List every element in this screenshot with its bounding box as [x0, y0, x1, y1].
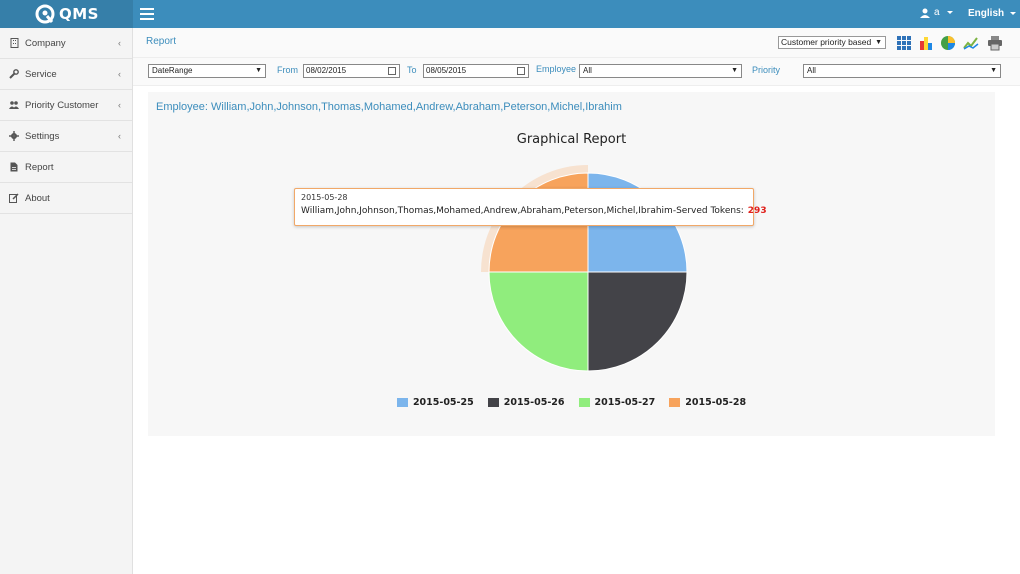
dropdown-arrow-icon: ▼ [990, 67, 997, 74]
dropdown-arrow-icon: ▼ [875, 39, 882, 46]
building-icon [9, 38, 19, 48]
to-label: To [407, 65, 417, 75]
sidebar-item-label: Service [25, 68, 57, 80]
app-logo[interactable]: QMS [0, 0, 133, 28]
legend-label: 2015-05-28 [685, 397, 747, 408]
print-icon[interactable] [987, 35, 1003, 51]
chart-tooltip: 2015-05-28 William,John,Johnson,Thomas,M… [294, 188, 767, 226]
sidebar-item-label: Report [25, 161, 54, 173]
pie-slice-2015-05-26[interactable] [587, 271, 688, 372]
user-menu[interactable]: a [920, 7, 953, 18]
sidebar-item-priority-customer[interactable]: Priority Customer ‹ [0, 90, 132, 121]
report-mode-value: Customer priority based [781, 37, 872, 47]
employee-value: All [583, 66, 592, 75]
chart-title: Graphical Report [516, 132, 627, 147]
from-date-value: 08/02/2015 [306, 66, 347, 75]
wrench-icon [9, 69, 19, 79]
legend-label: 2015-05-27 [594, 397, 656, 408]
user-icon [920, 8, 930, 18]
tooltip-date: 2015-05-28 [301, 193, 348, 202]
to-date-input[interactable]: 08/05/2015 [423, 64, 529, 78]
tooltip-value: 293 [747, 206, 767, 216]
tooltip-line: William,John,Johnson,Thomas,Mohamed,Andr… [301, 206, 767, 216]
pie-slice-2015-05-27[interactable] [488, 271, 589, 372]
edit-icon [9, 193, 19, 203]
logo-q-icon [35, 4, 55, 24]
sidebar-toggle-button[interactable] [140, 8, 154, 20]
legend-label: 2015-05-25 [412, 397, 474, 408]
bar-chart-icon[interactable] [918, 35, 934, 51]
sidebar-item-company[interactable]: Company ‹ [0, 28, 132, 59]
gear-icon [9, 131, 19, 141]
sidebar-item-label: Priority Customer [25, 99, 99, 111]
legend-swatch [487, 398, 499, 407]
filter-bar: DateRange ▼ From 08/02/2015 To 08/05/201… [133, 58, 1020, 86]
legend-swatch [578, 398, 590, 407]
calendar-icon[interactable] [517, 67, 525, 75]
file-icon [9, 162, 19, 172]
pie-chart-icon[interactable] [940, 35, 956, 51]
tooltip-label: William,John,Johnson,Thomas,Mohamed,Andr… [301, 206, 744, 216]
user-name: a [934, 7, 940, 18]
sidebar-item-label: About [25, 192, 50, 204]
chevron-left-icon: ‹ [118, 38, 121, 48]
sidebar-item-label: Settings [25, 130, 60, 142]
from-date-input[interactable]: 08/02/2015 [303, 64, 400, 78]
priority-label: Priority [752, 65, 781, 75]
legend-swatch [396, 398, 408, 407]
sidebar-item-report[interactable]: Report [0, 152, 132, 183]
language-menu[interactable]: English [968, 8, 1016, 19]
priority-select[interactable]: All ▼ [803, 64, 1001, 78]
from-label: From [277, 65, 298, 75]
chevron-left-icon: ‹ [118, 131, 121, 141]
legend-item[interactable]: 2015-05-25 [396, 397, 474, 408]
priority-value: All [807, 66, 816, 75]
range-type-value: DateRange [152, 66, 193, 75]
report-mode-select[interactable]: Customer priority based ▼ [778, 36, 886, 49]
sidebar-item-label: Company [25, 37, 66, 49]
legend-item[interactable]: 2015-05-28 [669, 397, 746, 408]
calendar-icon[interactable] [388, 67, 396, 75]
employee-select[interactable]: All ▼ [579, 64, 742, 78]
legend-item[interactable]: 2015-05-26 [487, 397, 565, 408]
employee-summary: Employee: William,John,Johnson,Thomas,Mo… [156, 101, 622, 113]
sidebar-item-about[interactable]: About [0, 183, 132, 214]
chevron-down-icon [946, 11, 953, 14]
sidebar: Company ‹ Service ‹ Priority Customer ‹ … [0, 28, 133, 574]
employee-label: Employee [536, 64, 577, 74]
legend-swatch [669, 398, 681, 407]
brand-name: QMS [59, 5, 99, 23]
chevron-left-icon: ‹ [118, 100, 121, 110]
dropdown-arrow-icon: ▼ [255, 67, 262, 74]
page-title: Report [146, 36, 177, 47]
language-label: English [968, 8, 1005, 19]
legend-label: 2015-05-26 [503, 397, 565, 408]
chevron-down-icon [1009, 11, 1016, 15]
range-type-select[interactable]: DateRange ▼ [148, 64, 266, 78]
sidebar-item-service[interactable]: Service ‹ [0, 59, 132, 90]
users-icon [9, 100, 19, 110]
chevron-left-icon: ‹ [118, 69, 121, 79]
sidebar-item-settings[interactable]: Settings ‹ [0, 121, 132, 152]
page-header: Report Customer priority based ▼ [133, 28, 1020, 58]
legend-item[interactable]: 2015-05-27 [578, 397, 656, 408]
to-date-value: 08/05/2015 [426, 66, 467, 75]
dropdown-arrow-icon: ▼ [731, 67, 738, 74]
grid-icon[interactable] [896, 35, 912, 51]
line-chart-icon[interactable] [963, 35, 979, 51]
report-panel: Employee: William,John,Johnson,Thomas,Mo… [148, 92, 995, 436]
top-navbar: QMS a English [0, 0, 1020, 28]
chart-legend: 2015-05-25 2015-05-26 2015-05-27 2015-05-28 [148, 397, 995, 408]
main-content: Report Customer priority based ▼ DateRan… [133, 28, 1020, 574]
